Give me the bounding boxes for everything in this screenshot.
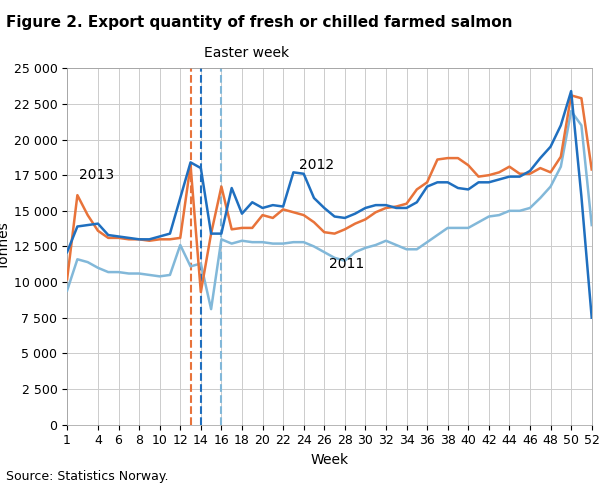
Text: Easter week: Easter week xyxy=(204,46,289,60)
Text: 2012: 2012 xyxy=(298,159,334,172)
Text: Source: Statistics Norway.: Source: Statistics Norway. xyxy=(6,470,168,483)
Text: 2011: 2011 xyxy=(329,257,365,271)
Text: Figure 2. Export quantity of fresh or chilled farmed salmon: Figure 2. Export quantity of fresh or ch… xyxy=(6,15,512,30)
Text: 2013: 2013 xyxy=(79,168,115,183)
Y-axis label: Tonnes: Tonnes xyxy=(0,223,11,270)
X-axis label: Week: Week xyxy=(310,453,348,467)
